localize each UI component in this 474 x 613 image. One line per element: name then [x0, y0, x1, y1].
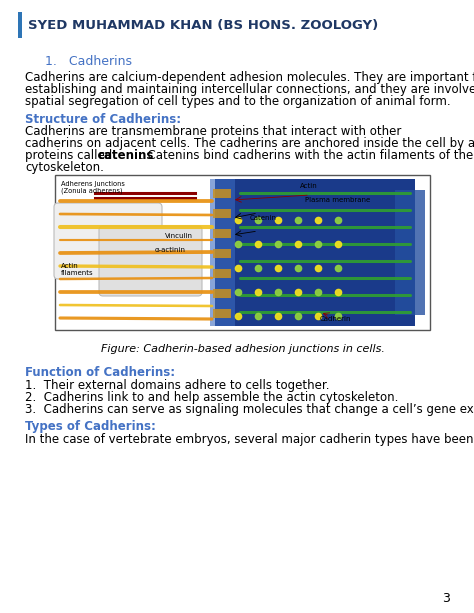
Text: Plasma membrane: Plasma membrane [305, 197, 370, 203]
FancyBboxPatch shape [99, 226, 202, 296]
Text: 3: 3 [442, 592, 450, 605]
FancyBboxPatch shape [54, 203, 162, 279]
FancyBboxPatch shape [213, 189, 231, 198]
Text: α-actinin: α-actinin [155, 247, 186, 253]
Text: Cadherin: Cadherin [320, 316, 352, 322]
Text: 2.  Cadherins link to and help assemble the actin cytoskeleton.: 2. Cadherins link to and help assemble t… [25, 391, 398, 404]
Text: In the case of vertebrate embryos, several major cadherin types have been identi: In the case of vertebrate embryos, sever… [25, 433, 474, 446]
Text: . Catenins bind cadherins with the actin filaments of the: . Catenins bind cadherins with the actin… [140, 149, 473, 162]
Text: 3.  Cadherins can serve as signaling molecules that change a cell’s gene express: 3. Cadherins can serve as signaling mole… [25, 403, 474, 416]
FancyBboxPatch shape [213, 309, 231, 318]
Text: 1.   Cadherins: 1. Cadherins [45, 55, 132, 68]
Text: Structure of Cadherins:: Structure of Cadherins: [25, 113, 181, 126]
Text: spatial segregation of cell types and to the organization of animal form.: spatial segregation of cell types and to… [25, 95, 451, 108]
FancyBboxPatch shape [215, 179, 415, 326]
Text: proteins called: proteins called [25, 149, 116, 162]
Text: Actin: Actin [300, 183, 318, 189]
Text: Function of Cadherins:: Function of Cadherins: [25, 366, 175, 379]
Text: Vinculin: Vinculin [165, 233, 193, 239]
Text: catenins: catenins [98, 149, 155, 162]
Text: Figure: Cadherin-based adhesion junctions in cells.: Figure: Cadherin-based adhesion junction… [100, 344, 384, 354]
Text: establishing and maintaining intercellular connections, and they are involved in: establishing and maintaining intercellul… [25, 83, 474, 96]
Text: 1.  Their external domains adhere to cells together.: 1. Their external domains adhere to cell… [25, 379, 329, 392]
FancyBboxPatch shape [213, 209, 231, 218]
FancyBboxPatch shape [18, 12, 22, 38]
Text: Actin
filaments: Actin filaments [61, 263, 94, 276]
FancyBboxPatch shape [55, 175, 430, 330]
FancyBboxPatch shape [210, 179, 235, 326]
FancyBboxPatch shape [213, 249, 231, 258]
Text: cadherins on adjacent cells. The cadherins are anchored inside the cell by a com: cadherins on adjacent cells. The cadheri… [25, 137, 474, 150]
Text: SYED MUHAMMAD KHAN (BS HONS. ZOOLOGY): SYED MUHAMMAD KHAN (BS HONS. ZOOLOGY) [28, 18, 378, 31]
Text: Catenin: Catenin [250, 215, 277, 221]
Text: Adherens Junctions
(Zonula adherens): Adherens Junctions (Zonula adherens) [61, 181, 125, 194]
Text: Cadherins are calcium-dependent adhesion molecules. They are important for: Cadherins are calcium-dependent adhesion… [25, 71, 474, 84]
Text: Cadherins are transmembrane proteins that interact with other: Cadherins are transmembrane proteins tha… [25, 125, 401, 138]
Text: cytoskeleton.: cytoskeleton. [25, 161, 104, 174]
FancyBboxPatch shape [213, 289, 231, 298]
Text: Types of Cadherins:: Types of Cadherins: [25, 420, 156, 433]
FancyBboxPatch shape [213, 229, 231, 238]
FancyBboxPatch shape [395, 190, 425, 315]
FancyBboxPatch shape [213, 269, 231, 278]
